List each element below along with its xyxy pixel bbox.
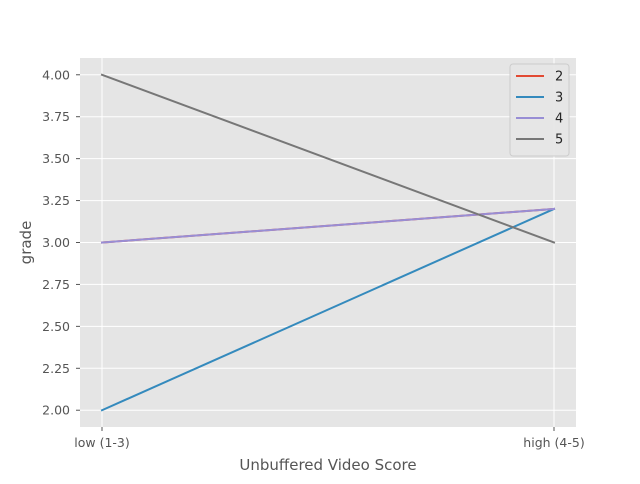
y-tick-label: 3.75 (42, 109, 70, 124)
series-lines (100, 73, 556, 412)
y-tick-label: 2.00 (42, 403, 70, 418)
x-tick-label: low (1-3) (74, 435, 130, 450)
legend-label-3: 3 (555, 91, 563, 106)
x-axis-ticks: low (1-3) high (4-5) (74, 427, 585, 450)
x-tick-label: high (4-5) (523, 435, 584, 450)
x-axis-label: Unbuffered Video Score (239, 456, 416, 474)
legend-box (509, 63, 570, 157)
legend-label-4: 4 (555, 112, 563, 127)
y-tick-label: 2.25 (42, 361, 70, 376)
series-line-5 (100, 73, 556, 244)
y-tick-label: 3.25 (42, 193, 70, 208)
series-line-3 (100, 207, 556, 412)
legend-label-2: 2 (555, 70, 563, 85)
legend: 2 3 4 5 (509, 63, 570, 157)
y-axis-ticks: 2.00 2.25 2.50 2.75 3.00 3.25 3.50 3.75 4.00 (42, 67, 80, 418)
y-tick-label: 4.00 (42, 67, 70, 82)
y-tick-label: 2.75 (42, 277, 70, 292)
y-axis-label: grade (17, 221, 35, 265)
legend-label-5: 5 (555, 133, 563, 148)
y-tick-label: 3.50 (42, 151, 70, 166)
y-tick-label: 2.50 (42, 319, 70, 334)
y-tick-label: 3.00 (42, 235, 70, 250)
